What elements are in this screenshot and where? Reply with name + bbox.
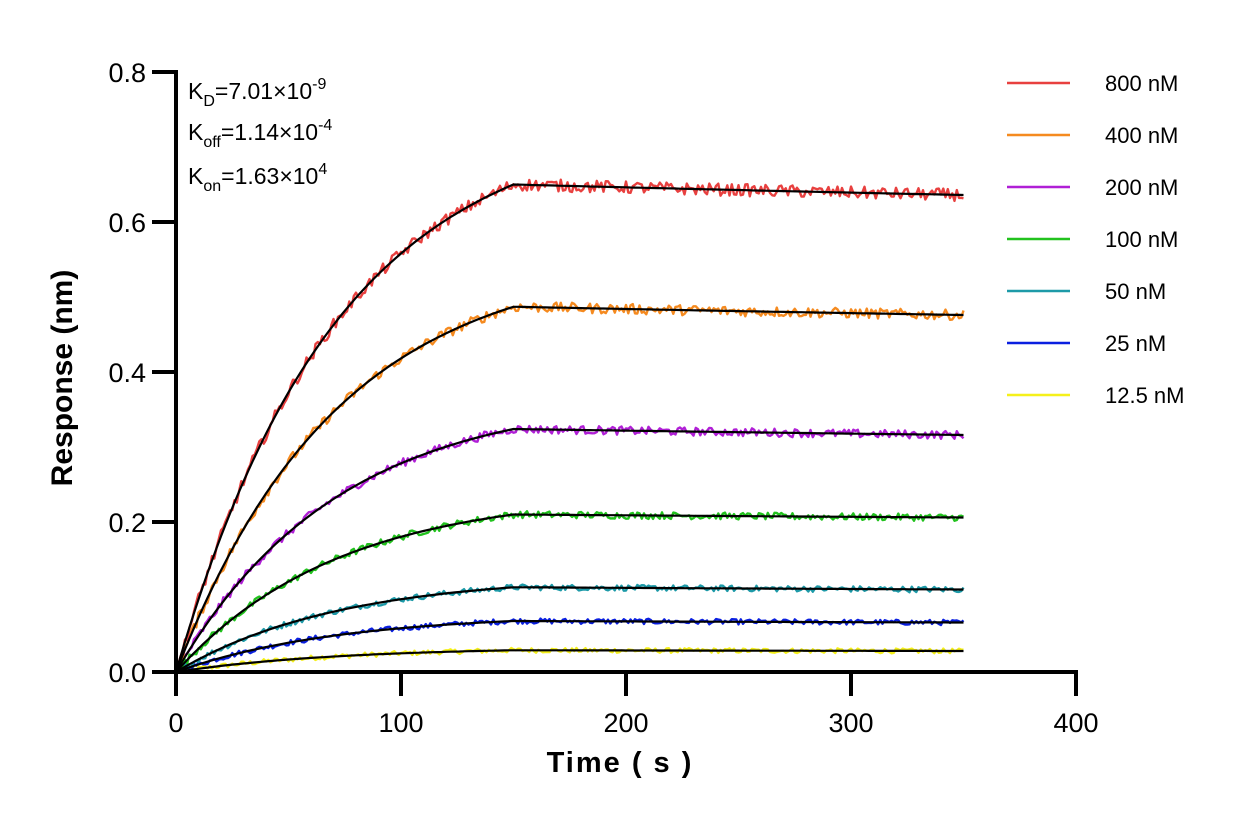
y-tick-label: 0.4 bbox=[108, 358, 146, 388]
legend-label-2: 200 nM bbox=[1105, 175, 1178, 200]
kd-annotation: KD=7.01×10-9 bbox=[188, 76, 326, 110]
fit-line-2 bbox=[175, 427, 964, 673]
fit-line-4 bbox=[175, 586, 964, 673]
data-line-1 bbox=[174, 301, 965, 673]
x-tick-label: 0 bbox=[168, 708, 183, 738]
x-axis-label: Time ( s ) bbox=[547, 747, 694, 779]
x-tick-label: 300 bbox=[828, 708, 873, 738]
data-curves bbox=[174, 178, 965, 674]
axes: 0 100 200 300 400 0.0 0.2 0.4 0.6 0.8 bbox=[108, 58, 1098, 738]
fit-line-3 bbox=[175, 513, 964, 673]
data-line-3 bbox=[175, 510, 964, 673]
legend-label-5: 25 nM bbox=[1105, 331, 1166, 356]
kon-annotation: Kon=1.63×104 bbox=[188, 161, 327, 195]
x-tick-label: 400 bbox=[1053, 708, 1098, 738]
legend-label-3: 100 nM bbox=[1105, 227, 1178, 252]
fit-curves bbox=[174, 183, 964, 674]
y-tick-label: 0.6 bbox=[108, 208, 146, 238]
fit-line-1 bbox=[174, 305, 964, 673]
data-line-2 bbox=[174, 424, 965, 673]
kinetic-constants: KD=7.01×10-9 Koff=1.14×10-4 Kon=1.63×104 bbox=[188, 76, 332, 195]
y-tick-label: 0.2 bbox=[108, 508, 146, 538]
y-tick-label: 0.0 bbox=[108, 658, 146, 688]
data-line-5 bbox=[175, 617, 965, 674]
legend-label-1: 400 nM bbox=[1105, 123, 1178, 148]
y-axis-label: Response (nm) bbox=[46, 270, 79, 487]
x-tick-label: 100 bbox=[378, 708, 423, 738]
fit-line-0 bbox=[174, 183, 964, 673]
legend-label-0: 800 nM bbox=[1105, 71, 1178, 96]
fit-line-5 bbox=[175, 619, 964, 674]
legend-label-6: 12.5 nM bbox=[1105, 383, 1185, 408]
koff-annotation: Koff=1.14×10-4 bbox=[188, 117, 332, 151]
legend-label-4: 50 nM bbox=[1105, 279, 1166, 304]
legend: 800 nM 400 nM 200 nM 100 nM 50 nM 25 nM 12.5 n… bbox=[1007, 71, 1185, 408]
x-tick-label: 200 bbox=[603, 708, 648, 738]
fit-line-6 bbox=[175, 649, 964, 674]
y-tick-label: 0.8 bbox=[108, 58, 146, 88]
